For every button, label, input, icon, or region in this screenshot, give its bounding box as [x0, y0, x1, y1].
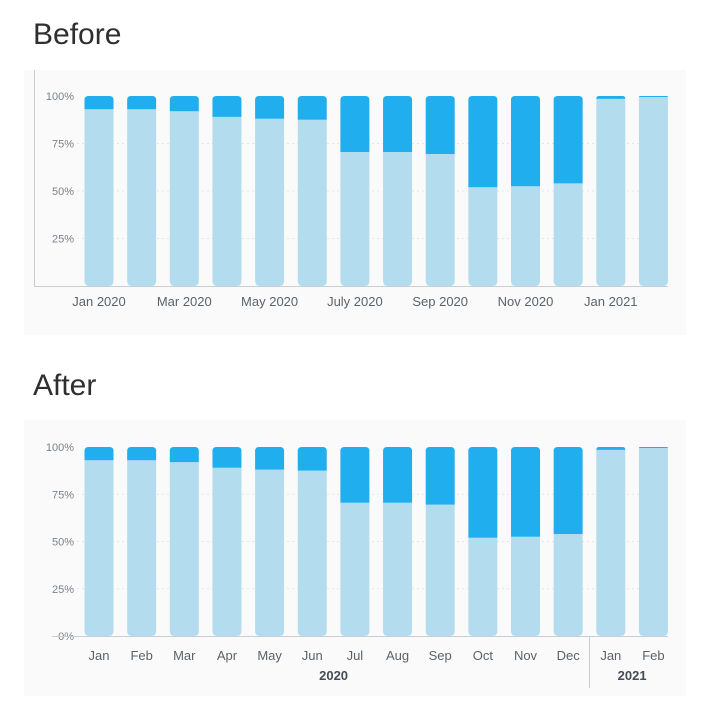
bar-segment-upper — [468, 447, 498, 538]
bar-segment-lower — [638, 447, 668, 636]
x-tick-label: Jan — [89, 648, 110, 663]
y-tick-label: 75% — [52, 139, 74, 151]
x-tick-label: Jan 2021 — [584, 294, 638, 309]
before-chart-panel: 25% 50% 75% 100% Jan 2020 Mar 2020 May 2020 Jul… — [24, 70, 686, 335]
x-tick-label: Mar 2020 — [157, 294, 212, 309]
bar-segment-lower — [468, 537, 498, 636]
bar-segment-upper — [511, 96, 540, 187]
bar-segment-lower — [383, 152, 413, 286]
bar-segment-upper — [553, 96, 583, 184]
bar-segment-upper — [297, 96, 327, 120]
x-tick-label: Sep 2020 — [412, 294, 468, 309]
bar-segment-lower — [511, 536, 540, 636]
bar-segment-upper — [84, 447, 114, 461]
bar-segment-lower — [468, 187, 498, 286]
bar-segment-upper — [340, 447, 370, 503]
x-tick-label: July 2020 — [327, 294, 383, 309]
x-tick-label: May — [257, 648, 282, 663]
x-tick-label: Nov 2020 — [498, 294, 554, 309]
y-tick-label: 50% — [52, 537, 74, 549]
bar-segment-lower — [169, 462, 199, 636]
bar-segment-upper — [383, 447, 413, 503]
bar-segment-lower — [638, 96, 668, 286]
bar-segment-upper — [383, 96, 413, 153]
bar-segment-lower — [169, 111, 199, 286]
bar-segment-lower — [596, 98, 626, 286]
y-tick-label: 100% — [46, 91, 74, 103]
bar-segment-upper — [638, 447, 668, 448]
bar-segment-lower — [212, 116, 242, 287]
x-tick-label: Feb — [642, 648, 664, 663]
bar-segment-lower — [84, 109, 114, 286]
bar-segment-lower — [255, 118, 285, 286]
x-tick-label: Apr — [217, 648, 238, 663]
bar-segment-lower — [212, 467, 242, 636]
bar-segment-upper — [425, 96, 455, 154]
bar-segment-lower — [553, 533, 583, 636]
bar-segment-lower — [127, 460, 157, 636]
bar-segment-lower — [127, 109, 157, 286]
x-tick-label: May 2020 — [241, 294, 298, 309]
year-label: 2021 — [618, 668, 647, 683]
bar-segment-upper — [212, 96, 242, 117]
x-tick-label: Mar — [173, 648, 196, 663]
bar-segment-upper — [169, 447, 199, 463]
bar-segment-upper — [596, 447, 626, 450]
bar-segment-lower — [425, 504, 455, 636]
bar-segment-upper — [340, 96, 370, 153]
bar-segment-upper — [255, 96, 285, 119]
bar-segment-upper — [511, 447, 540, 537]
bar-segment-lower — [425, 153, 455, 286]
bar-segment-lower — [553, 183, 583, 286]
bar-segment-lower — [596, 449, 626, 636]
x-tick-label: Feb — [130, 648, 152, 663]
year-label: 2020 — [319, 668, 348, 683]
bar-segment-upper — [468, 96, 498, 188]
x-tick-label: Sep — [429, 648, 452, 663]
x-tick-label: Dec — [557, 648, 581, 663]
bar-segment-upper — [425, 447, 455, 505]
bar-segment-upper — [127, 96, 157, 110]
bar-segment-lower — [297, 119, 327, 286]
bar-segment-upper — [212, 447, 242, 468]
y-tick-label: 100% — [46, 442, 74, 454]
before-chart: 25% 50% 75% 100% Jan 2020 Mar 2020 May 2020 Jul… — [34, 70, 668, 309]
bar-segment-upper — [255, 447, 285, 470]
y-tick-label: 75% — [52, 489, 74, 501]
bar-segment-upper — [127, 447, 157, 461]
bar-segment-lower — [340, 152, 370, 286]
x-tick-label: Nov — [514, 648, 538, 663]
after-chart-panel: 0% 25% 50% 75% 100% Jan Feb Mar Apr May Jun Jul Aug S… — [24, 420, 686, 696]
x-tick-label: Aug — [386, 648, 409, 663]
y-tick-label: 25% — [52, 234, 74, 246]
bar-segment-upper — [638, 96, 668, 97]
bar-segment-upper — [84, 96, 114, 110]
x-tick-label: Oct — [473, 648, 494, 663]
bar-segment-lower — [511, 186, 540, 286]
bar-segment-upper — [553, 447, 583, 534]
bar-segment-lower — [383, 502, 413, 636]
y-tick-label: 50% — [52, 186, 74, 198]
bar-segment-lower — [340, 502, 370, 636]
x-tick-label: Jun — [302, 648, 323, 663]
bar-segment-lower — [84, 460, 114, 636]
x-tick-label: Jan 2020 — [72, 294, 126, 309]
x-tick-label: Jul — [347, 648, 364, 663]
after-chart: 0%25%50%75%100%Jan Feb Mar Apr May Jun Jul Aug S… — [46, 442, 668, 688]
x-tick-label: Jan — [600, 648, 621, 663]
after-heading: After — [33, 369, 97, 402]
bar-segment-upper — [169, 96, 199, 112]
bar-segment-lower — [297, 470, 327, 636]
before-heading: Before — [33, 18, 122, 51]
bar-segment-upper — [297, 447, 327, 471]
bar-segment-upper — [596, 96, 626, 99]
bar-segment-lower — [255, 469, 285, 636]
y-tick-label: 25% — [52, 584, 74, 596]
